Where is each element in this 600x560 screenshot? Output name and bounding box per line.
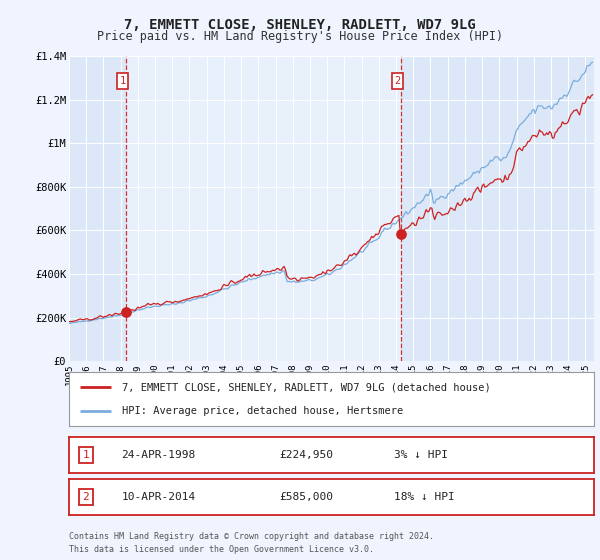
Text: 18% ↓ HPI: 18% ↓ HPI [395,492,455,502]
Point [121,307,131,316]
Text: 2: 2 [394,76,401,86]
Text: 2: 2 [82,492,89,502]
Text: 1: 1 [119,76,125,86]
Point [396,229,406,238]
Text: Contains HM Land Registry data © Crown copyright and database right 2024.: Contains HM Land Registry data © Crown c… [69,532,434,541]
Text: 10-APR-2014: 10-APR-2014 [121,492,196,502]
Text: 24-APR-1998: 24-APR-1998 [121,450,196,460]
Bar [126,56,401,361]
Text: £224,950: £224,950 [279,450,333,460]
Text: 1: 1 [82,450,89,460]
Text: 7, EMMETT CLOSE, SHENLEY, RADLETT, WD7 9LG (detached house): 7, EMMETT CLOSE, SHENLEY, RADLETT, WD7 9… [121,382,490,393]
Text: 7, EMMETT CLOSE, SHENLEY, RADLETT, WD7 9LG: 7, EMMETT CLOSE, SHENLEY, RADLETT, WD7 9… [124,17,476,31]
Text: This data is licensed under the Open Government Licence v3.0.: This data is licensed under the Open Gov… [69,545,374,554]
Text: £585,000: £585,000 [279,492,333,502]
Text: HPI: Average price, detached house, Hertsmere: HPI: Average price, detached house, Hert… [121,405,403,416]
Text: 3% ↓ HPI: 3% ↓ HPI [395,450,449,460]
Text: Price paid vs. HM Land Registry's House Price Index (HPI): Price paid vs. HM Land Registry's House … [97,30,503,44]
